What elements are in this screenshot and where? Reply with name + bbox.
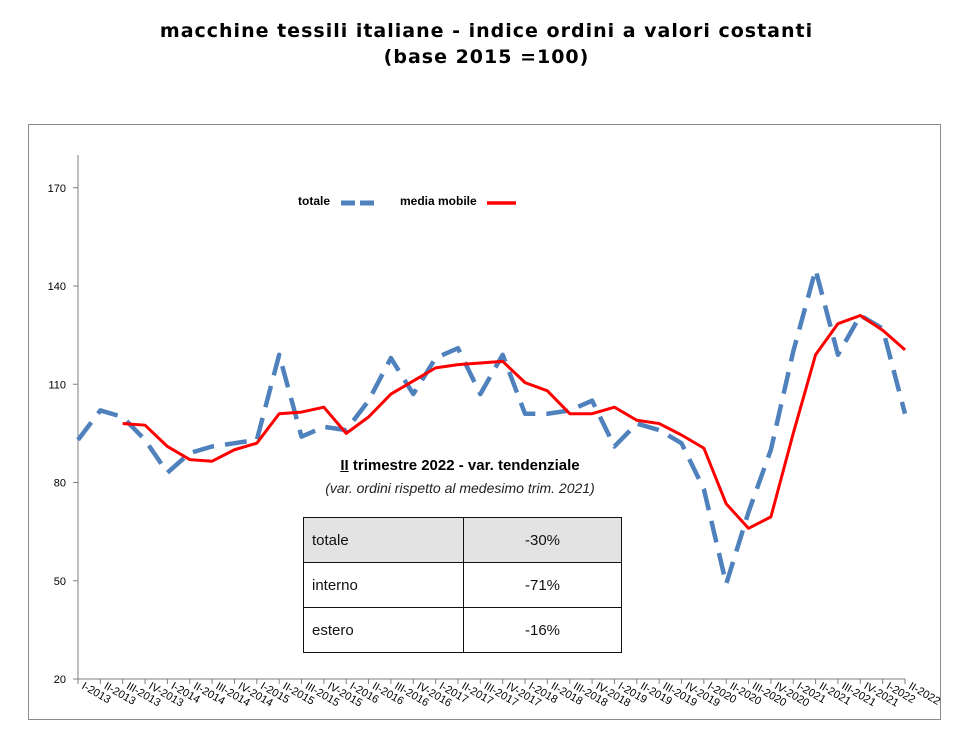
- table-cell-value: -30%: [463, 517, 622, 563]
- table-cell-value: -16%: [463, 607, 622, 653]
- chart-series: [76, 267, 908, 587]
- note-title: II trimestre 2022 - var. tendenziale: [250, 457, 670, 474]
- y-tick-label: 50: [54, 576, 66, 588]
- legend-label-media-mobile: media mobile: [400, 194, 477, 208]
- note-title-prefix: II: [340, 457, 349, 474]
- summary-table: totale -30% interno -71% estero -16%: [303, 517, 622, 653]
- note-subtitle: (var. ordini rispetto al medesimo trim. …: [325, 480, 595, 496]
- y-tick-label: 80: [54, 478, 66, 490]
- table-row: interno -71%: [303, 562, 622, 608]
- table-cell-label: totale: [303, 517, 464, 563]
- table-cell-value: -71%: [463, 562, 622, 608]
- legend-label-totale: totale: [298, 194, 330, 208]
- chart-title: macchine tessili italiane - indice ordin…: [0, 18, 973, 70]
- series-line-media-mobile: [122, 313, 906, 530]
- chart-title-line1: macchine tessili italiane - indice ordin…: [159, 20, 814, 42]
- y-tick-label: 20: [54, 674, 66, 686]
- y-tick-label: 110: [48, 379, 66, 391]
- chart-legend: totale media mobile: [298, 194, 516, 208]
- y-tick-label: 170: [48, 183, 66, 195]
- table-row: estero -16%: [303, 607, 622, 653]
- chart-title-line2: (base 2015 =100): [383, 46, 590, 68]
- table-cell-label: interno: [303, 562, 464, 608]
- table-cell-label: estero: [303, 607, 464, 653]
- y-tick-label: 140: [48, 281, 66, 293]
- note-title-rest: trimestre 2022 - var. tendenziale: [348, 457, 580, 474]
- table-row: totale -30%: [303, 517, 622, 563]
